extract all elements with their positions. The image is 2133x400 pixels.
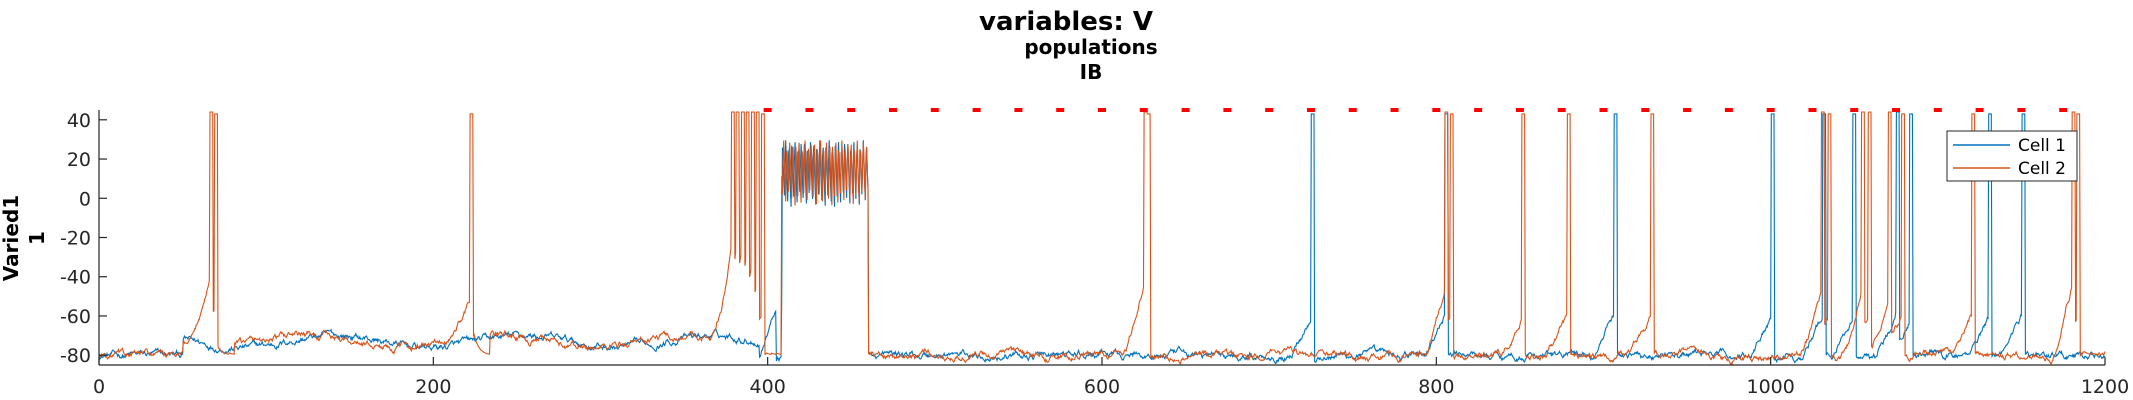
event-marker (805, 108, 814, 112)
x-tick-label: 200 (415, 376, 451, 398)
legend-label-cell-2: Cell 2 (2018, 159, 2066, 179)
event-marker (1933, 108, 1942, 112)
event-marker (1808, 108, 1817, 112)
event-marker (1139, 108, 1148, 112)
y-tick-label: -80 (60, 345, 91, 367)
event-marker (1223, 108, 1232, 112)
y-tick-label: -40 (60, 267, 91, 289)
event-marker (1306, 108, 1315, 112)
marker-layer (763, 108, 2068, 112)
event-marker (1181, 108, 1190, 112)
x-tick-label: 600 (1084, 376, 1120, 398)
event-marker (2017, 108, 2026, 112)
chart-subtitle-line-2: IB (1080, 60, 1103, 84)
event-marker (1348, 108, 1357, 112)
y-tick-label: 20 (67, 149, 91, 171)
y-tick-label: 0 (79, 188, 91, 210)
event-marker (1056, 108, 1065, 112)
event-marker (1975, 108, 1984, 112)
plot-background (99, 110, 2105, 365)
legend-label-cell-1: Cell 1 (2018, 136, 2066, 156)
x-tick-label: 800 (1418, 376, 1454, 398)
event-marker (1641, 108, 1650, 112)
event-marker (1390, 108, 1399, 112)
y-tick-label: 40 (67, 110, 91, 132)
x-tick-label: 400 (750, 376, 786, 398)
y-tick-label: -20 (60, 228, 91, 250)
event-marker (1724, 108, 1733, 112)
event-marker (1515, 108, 1524, 112)
legend-box (1946, 130, 2078, 182)
event-marker (1557, 108, 1566, 112)
x-tick-label: 0 (93, 376, 105, 398)
x-ticks: 0 200 400 600 800 1000 1200 (93, 357, 2129, 398)
x-tick-label: 1200 (2081, 376, 2129, 398)
event-marker (1850, 108, 1859, 112)
event-marker (1599, 108, 1608, 112)
event-marker (763, 108, 772, 112)
event-marker (1098, 108, 1106, 112)
legend: Cell 1 Cell 2 (1946, 130, 2078, 182)
chart-title: variables: V (979, 7, 1153, 37)
event-marker (889, 108, 898, 112)
event-marker (1683, 108, 1692, 112)
event-marker (2059, 108, 2068, 112)
event-marker (1265, 108, 1274, 112)
y-axis-label-line-2: 1 (25, 231, 49, 245)
event-marker (1766, 108, 1775, 112)
y-axis-label-line-1: Varied1 (0, 195, 23, 281)
x-tick-label: 1000 (1746, 376, 1794, 398)
event-marker (1474, 108, 1483, 112)
event-marker (847, 108, 856, 112)
y-ticks: 40 20 0 -20 -40 -60 -80 (60, 110, 107, 367)
event-marker (1892, 108, 1901, 112)
event-marker (972, 108, 981, 112)
event-marker (930, 108, 939, 112)
event-marker (1432, 108, 1441, 112)
event-marker (1014, 108, 1023, 112)
chart-subtitle-line-1: populations (1024, 35, 1157, 59)
y-tick-label: -60 (60, 306, 91, 328)
